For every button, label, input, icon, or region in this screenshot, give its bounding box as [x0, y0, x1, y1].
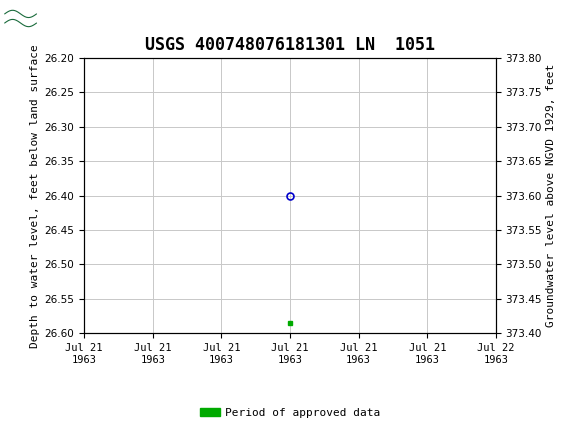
Legend: Period of approved data: Period of approved data	[195, 403, 385, 422]
Title: USGS 400748076181301 LN  1051: USGS 400748076181301 LN 1051	[145, 36, 435, 54]
Y-axis label: Depth to water level, feet below land surface: Depth to water level, feet below land su…	[30, 44, 41, 347]
FancyBboxPatch shape	[5, 5, 37, 35]
Y-axis label: Groundwater level above NGVD 1929, feet: Groundwater level above NGVD 1929, feet	[546, 64, 556, 327]
Text: USGS: USGS	[41, 11, 96, 29]
